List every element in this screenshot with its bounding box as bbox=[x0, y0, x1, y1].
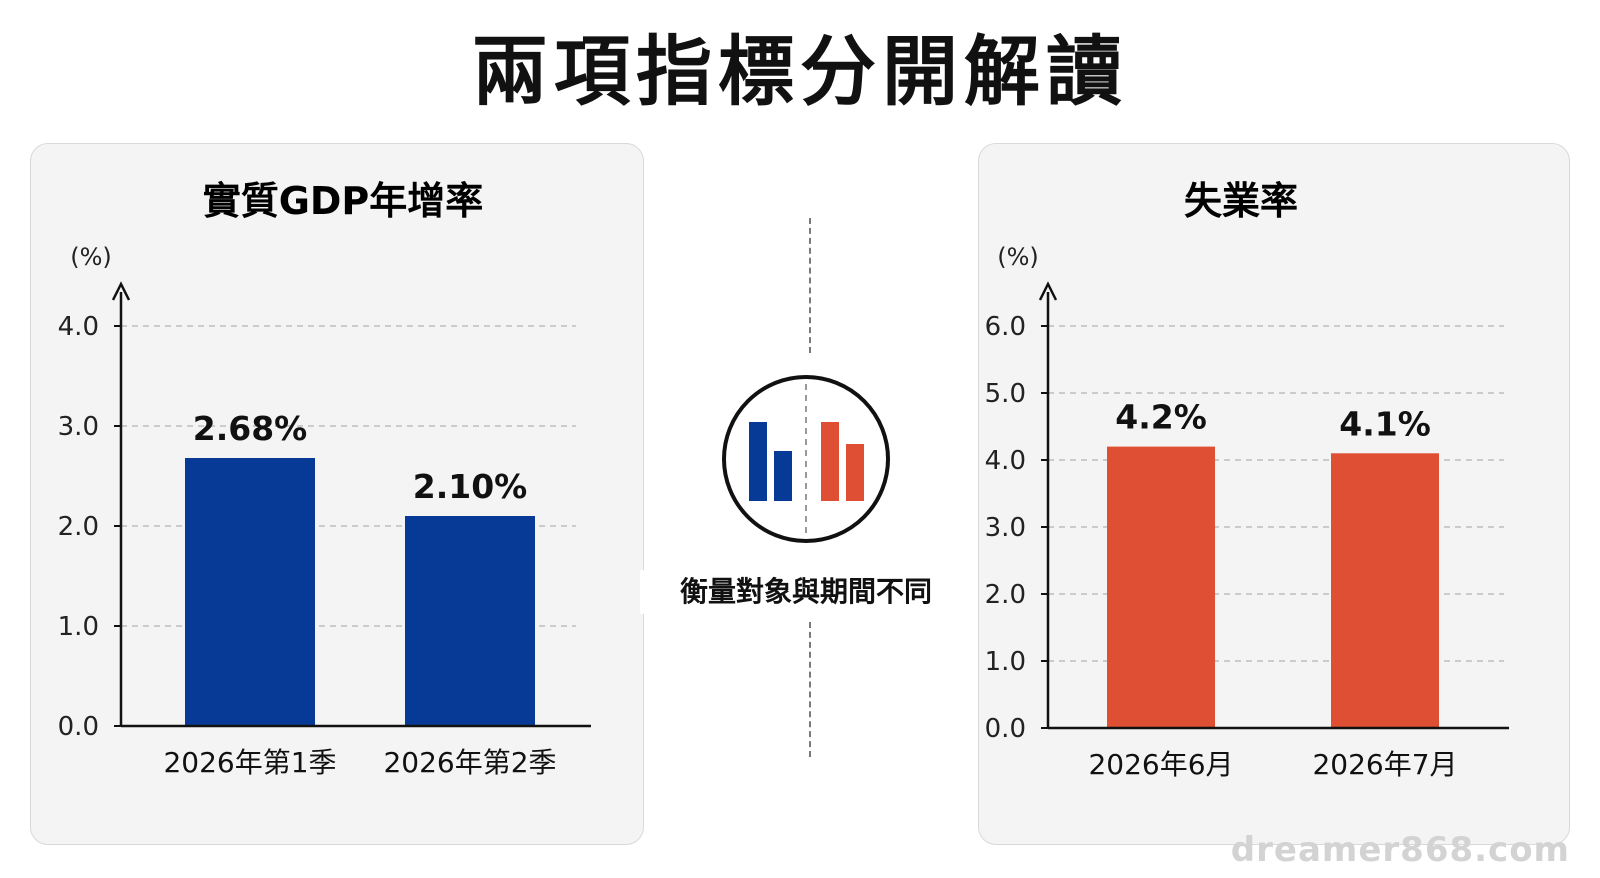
x-category-label: 2026年第1季 bbox=[163, 746, 336, 779]
icon-red-bar-1 bbox=[821, 422, 839, 501]
y-tick-label: 4.0 bbox=[58, 312, 99, 342]
divider-bottom bbox=[809, 622, 811, 757]
y-tick-label: 5.0 bbox=[985, 379, 1026, 409]
chart-title: 實質GDP年增率 bbox=[203, 179, 484, 223]
y-tick-label: 6.0 bbox=[985, 312, 1026, 342]
data-label: 2.10% bbox=[413, 467, 528, 506]
divider-top bbox=[809, 218, 811, 353]
y-tick-label: 3.0 bbox=[985, 513, 1026, 543]
gdp-bar-chart: 實質GDP年增率 (%) 0.0 1.0 2.0 3.0 4.0 2.68% 2026年第1季 2… bbox=[58, 179, 591, 779]
y-tick-label: 2.0 bbox=[985, 580, 1026, 610]
y-tick-label: 2.0 bbox=[58, 512, 99, 542]
x-category-label: 2026年7月 bbox=[1312, 748, 1457, 781]
x-category-label: 2026年6月 bbox=[1088, 748, 1233, 781]
data-label: 4.1% bbox=[1339, 404, 1431, 443]
y-tick-label: 4.0 bbox=[985, 446, 1026, 476]
data-label: 2.68% bbox=[193, 409, 308, 448]
bar-1 bbox=[1107, 446, 1215, 728]
y-tick-label: 0.0 bbox=[985, 714, 1026, 744]
y-axis-unit: (%) bbox=[70, 243, 112, 271]
page-title: 兩項指標分開解讀 bbox=[472, 27, 1128, 116]
bar-2 bbox=[1331, 453, 1439, 728]
icon-red-bar-2 bbox=[846, 444, 864, 501]
unemployment-chart-panel: 失業率 (%) 0.0 1.0 2.0 3.0 4.0 5.0 6.0 4.2% 2026年6月 4.… bbox=[978, 143, 1570, 845]
y-tick-label: 1.0 bbox=[985, 647, 1026, 677]
y-tick-label: 1.0 bbox=[58, 612, 99, 642]
data-label: 4.2% bbox=[1115, 398, 1207, 437]
x-category-label: 2026年第2季 bbox=[383, 746, 556, 779]
gdp-chart-panel: 實質GDP年增率 (%) 0.0 1.0 2.0 3.0 4.0 2.68% 2026年第1季 2… bbox=[30, 143, 644, 845]
unemployment-bar-chart: 失業率 (%) 0.0 1.0 2.0 3.0 4.0 5.0 6.0 4.2% 2026年6月 4.… bbox=[985, 179, 1509, 781]
y-tick-label: 3.0 bbox=[58, 412, 99, 442]
y-axis-arrow bbox=[1038, 281, 1058, 301]
bar-2 bbox=[405, 516, 535, 726]
y-axis-arrow bbox=[111, 281, 131, 301]
center-caption: 衡量對象與期間不同 bbox=[640, 570, 972, 614]
y-tick-label: 0.0 bbox=[58, 712, 99, 742]
y-axis-unit: (%) bbox=[997, 243, 1039, 271]
icon-blue-bar-2 bbox=[774, 451, 792, 501]
bar-comparison-icon bbox=[721, 374, 891, 544]
bar-1 bbox=[185, 458, 315, 726]
icon-blue-bar-1 bbox=[749, 422, 767, 501]
chart-title: 失業率 bbox=[1184, 179, 1298, 223]
watermark: dreamer868.com bbox=[1230, 830, 1570, 870]
